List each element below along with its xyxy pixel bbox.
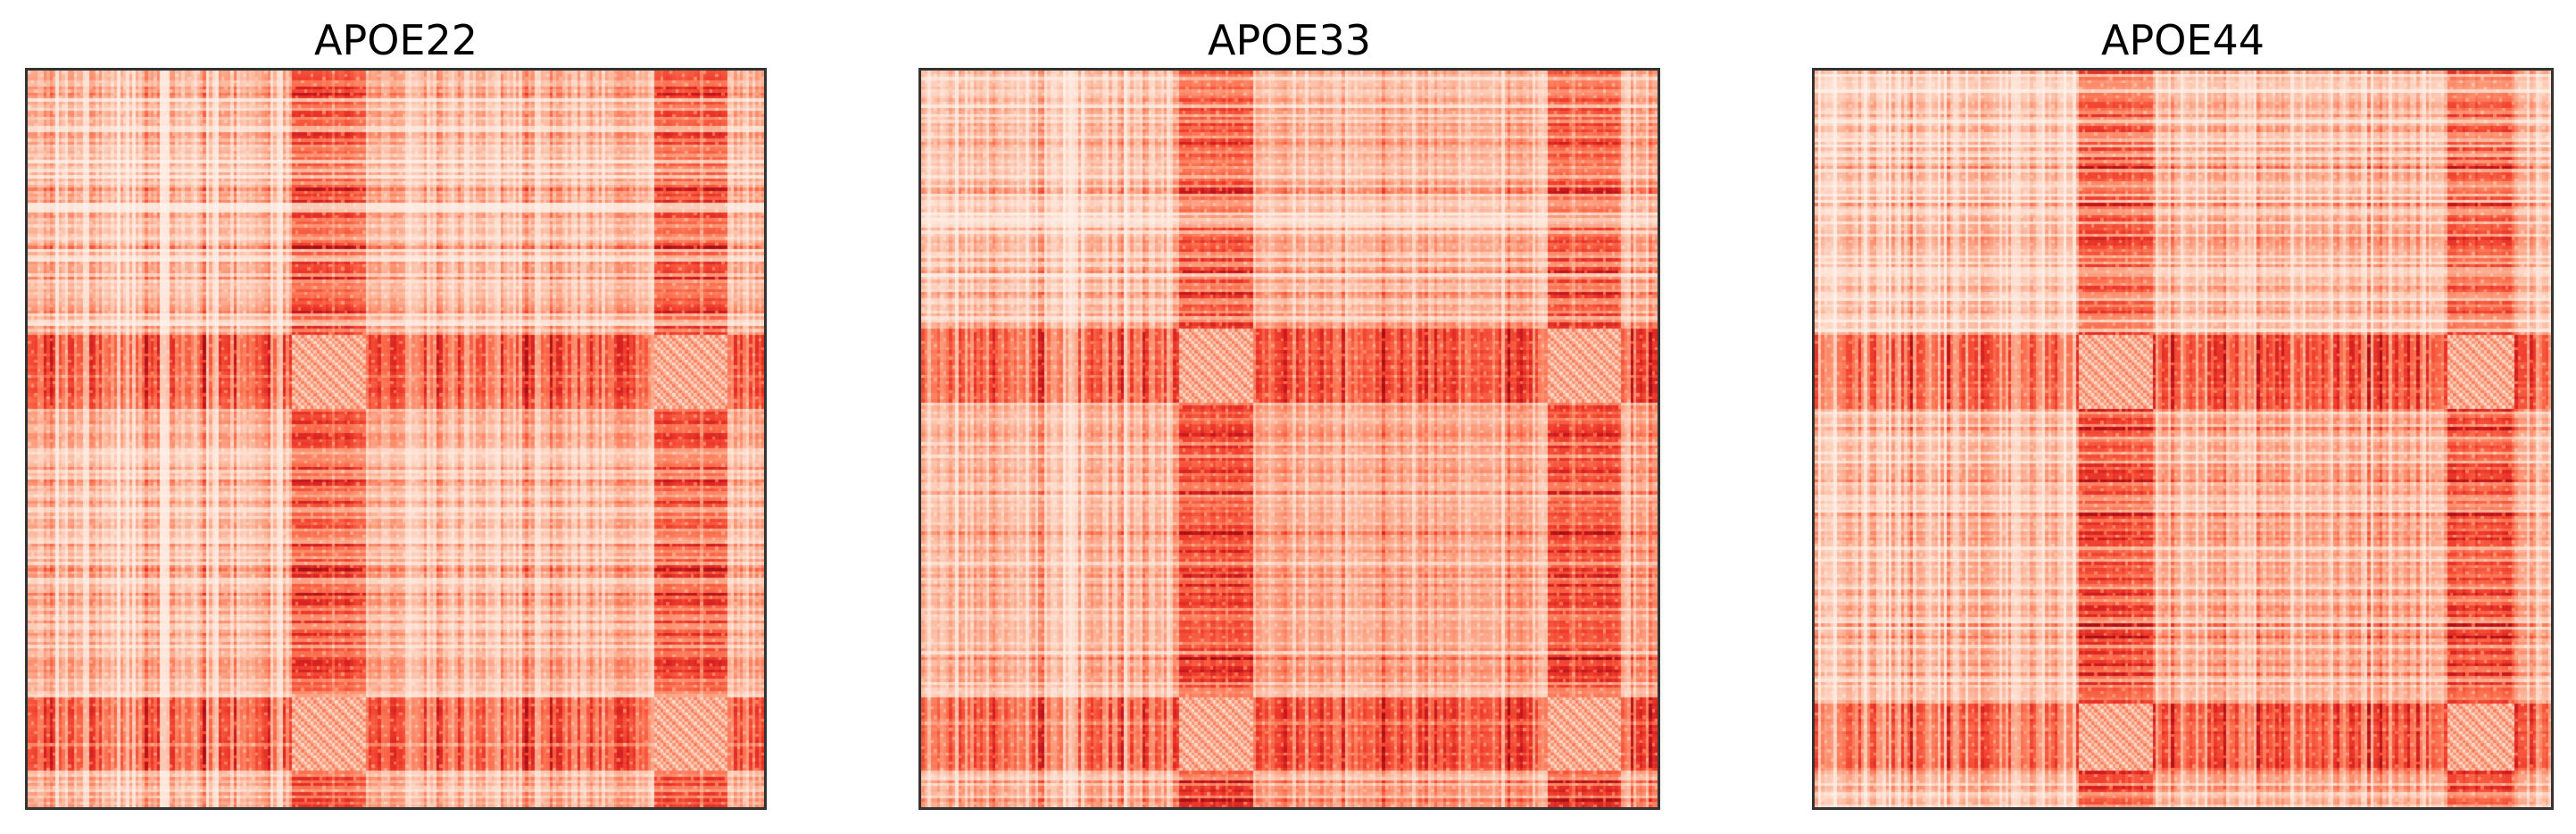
chart-title: APOE44 (2100, 16, 2264, 64)
heatmap-plot-area (1812, 68, 2554, 810)
heatmap-panel-apoe33: APOE33 (918, 0, 1660, 834)
heatmap-panel-apoe22: APOE22 (25, 0, 767, 834)
heatmap-cells (28, 71, 764, 807)
heatmap-panel-apoe44: APOE44 (1812, 0, 2554, 834)
chart-title: APOE33 (1207, 16, 1371, 64)
heatmap-cells (921, 71, 1658, 807)
chart-title: APOE22 (313, 16, 478, 64)
heatmap-cells (1815, 71, 2551, 807)
heatmap-plot-area (918, 68, 1660, 810)
heatmap-plot-area (25, 68, 767, 810)
